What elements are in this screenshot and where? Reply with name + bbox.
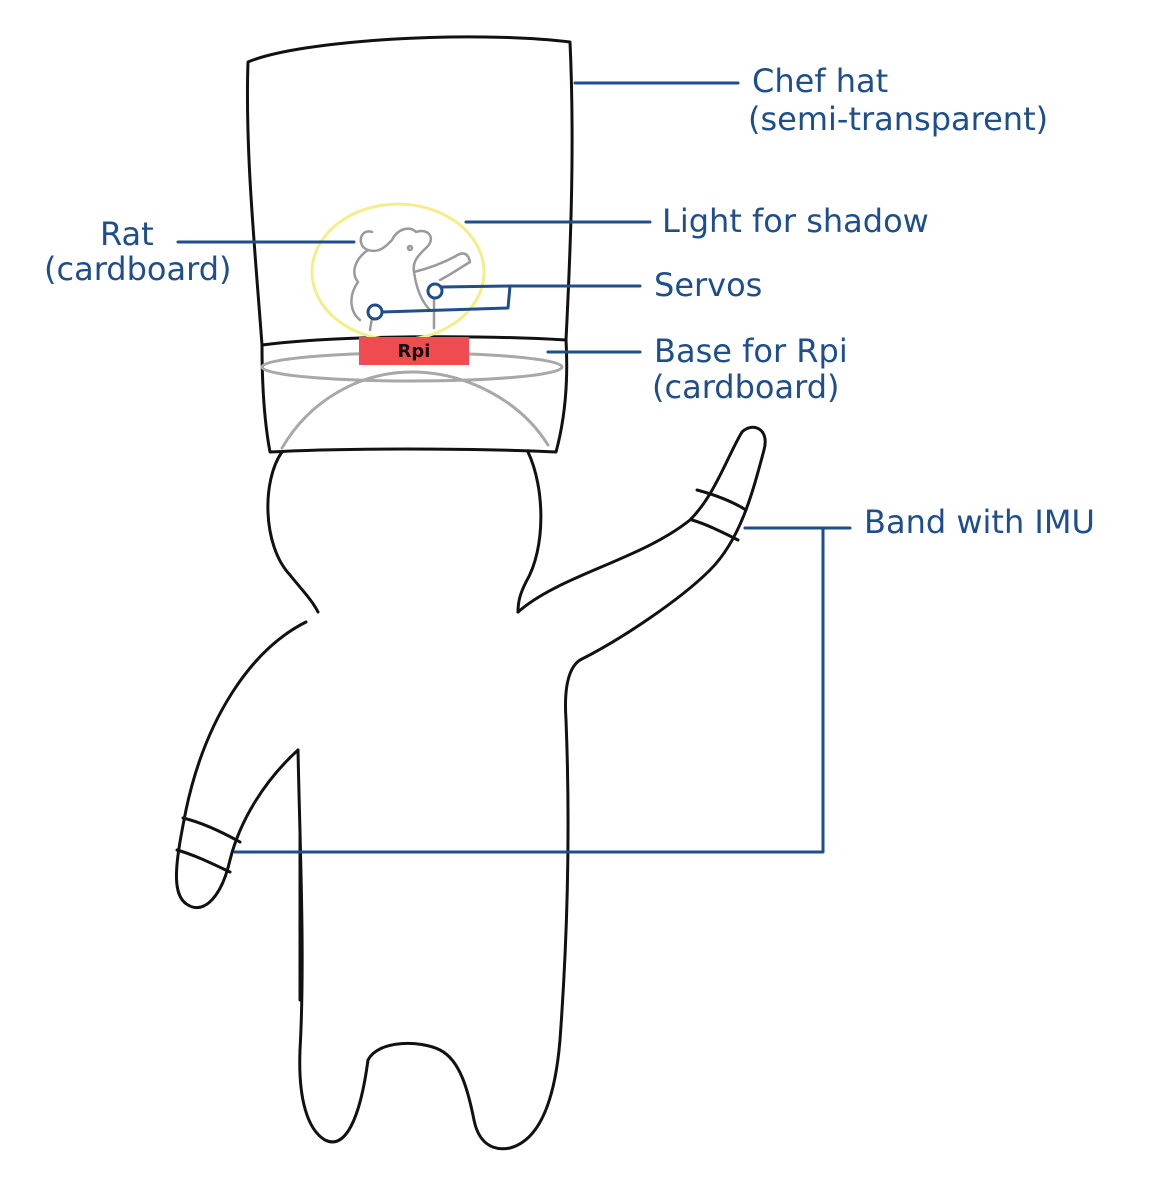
head-outline xyxy=(266,450,320,614)
annotation-labels: Chef hat (semi-transparent) Light for sh… xyxy=(44,62,1095,541)
torso-left xyxy=(296,748,370,1144)
light-glow xyxy=(310,202,486,342)
light-label: Light for shadow xyxy=(662,202,929,240)
servo-right-dot xyxy=(426,282,444,300)
chef-hat-label: Chef hat xyxy=(752,62,888,100)
rpi-board xyxy=(359,337,469,365)
base-label: Base for Rpi xyxy=(654,332,848,370)
rat-sublabel: (cardboard) xyxy=(44,250,231,288)
rat-label: Rat xyxy=(100,215,154,253)
chef-hat: Rpi xyxy=(245,35,574,454)
servos-label: Servos xyxy=(654,266,762,304)
hat-outline xyxy=(245,35,574,347)
body-figure xyxy=(174,426,767,1151)
band-leader xyxy=(233,526,852,854)
torso-right xyxy=(472,718,570,1151)
right-arm-outline xyxy=(516,426,767,722)
servos-leader-upper xyxy=(438,284,512,289)
servo-left-dot xyxy=(366,303,384,321)
rpi-label: Rpi xyxy=(398,341,431,362)
left-wrist-band xyxy=(175,816,242,874)
base-sublabel: (cardboard) xyxy=(652,368,839,406)
right-wrist-band xyxy=(690,488,748,542)
base-inner-arc xyxy=(280,370,550,450)
chef-hat-sublabel: (semi-transparent) xyxy=(748,100,1048,138)
annotation-leaders xyxy=(176,81,852,854)
servos-leader xyxy=(380,284,642,314)
band-label: Band with IMU xyxy=(864,503,1095,541)
crotch xyxy=(366,1041,476,1122)
left-arm-outline xyxy=(174,620,308,910)
head-outline-right xyxy=(516,450,543,614)
